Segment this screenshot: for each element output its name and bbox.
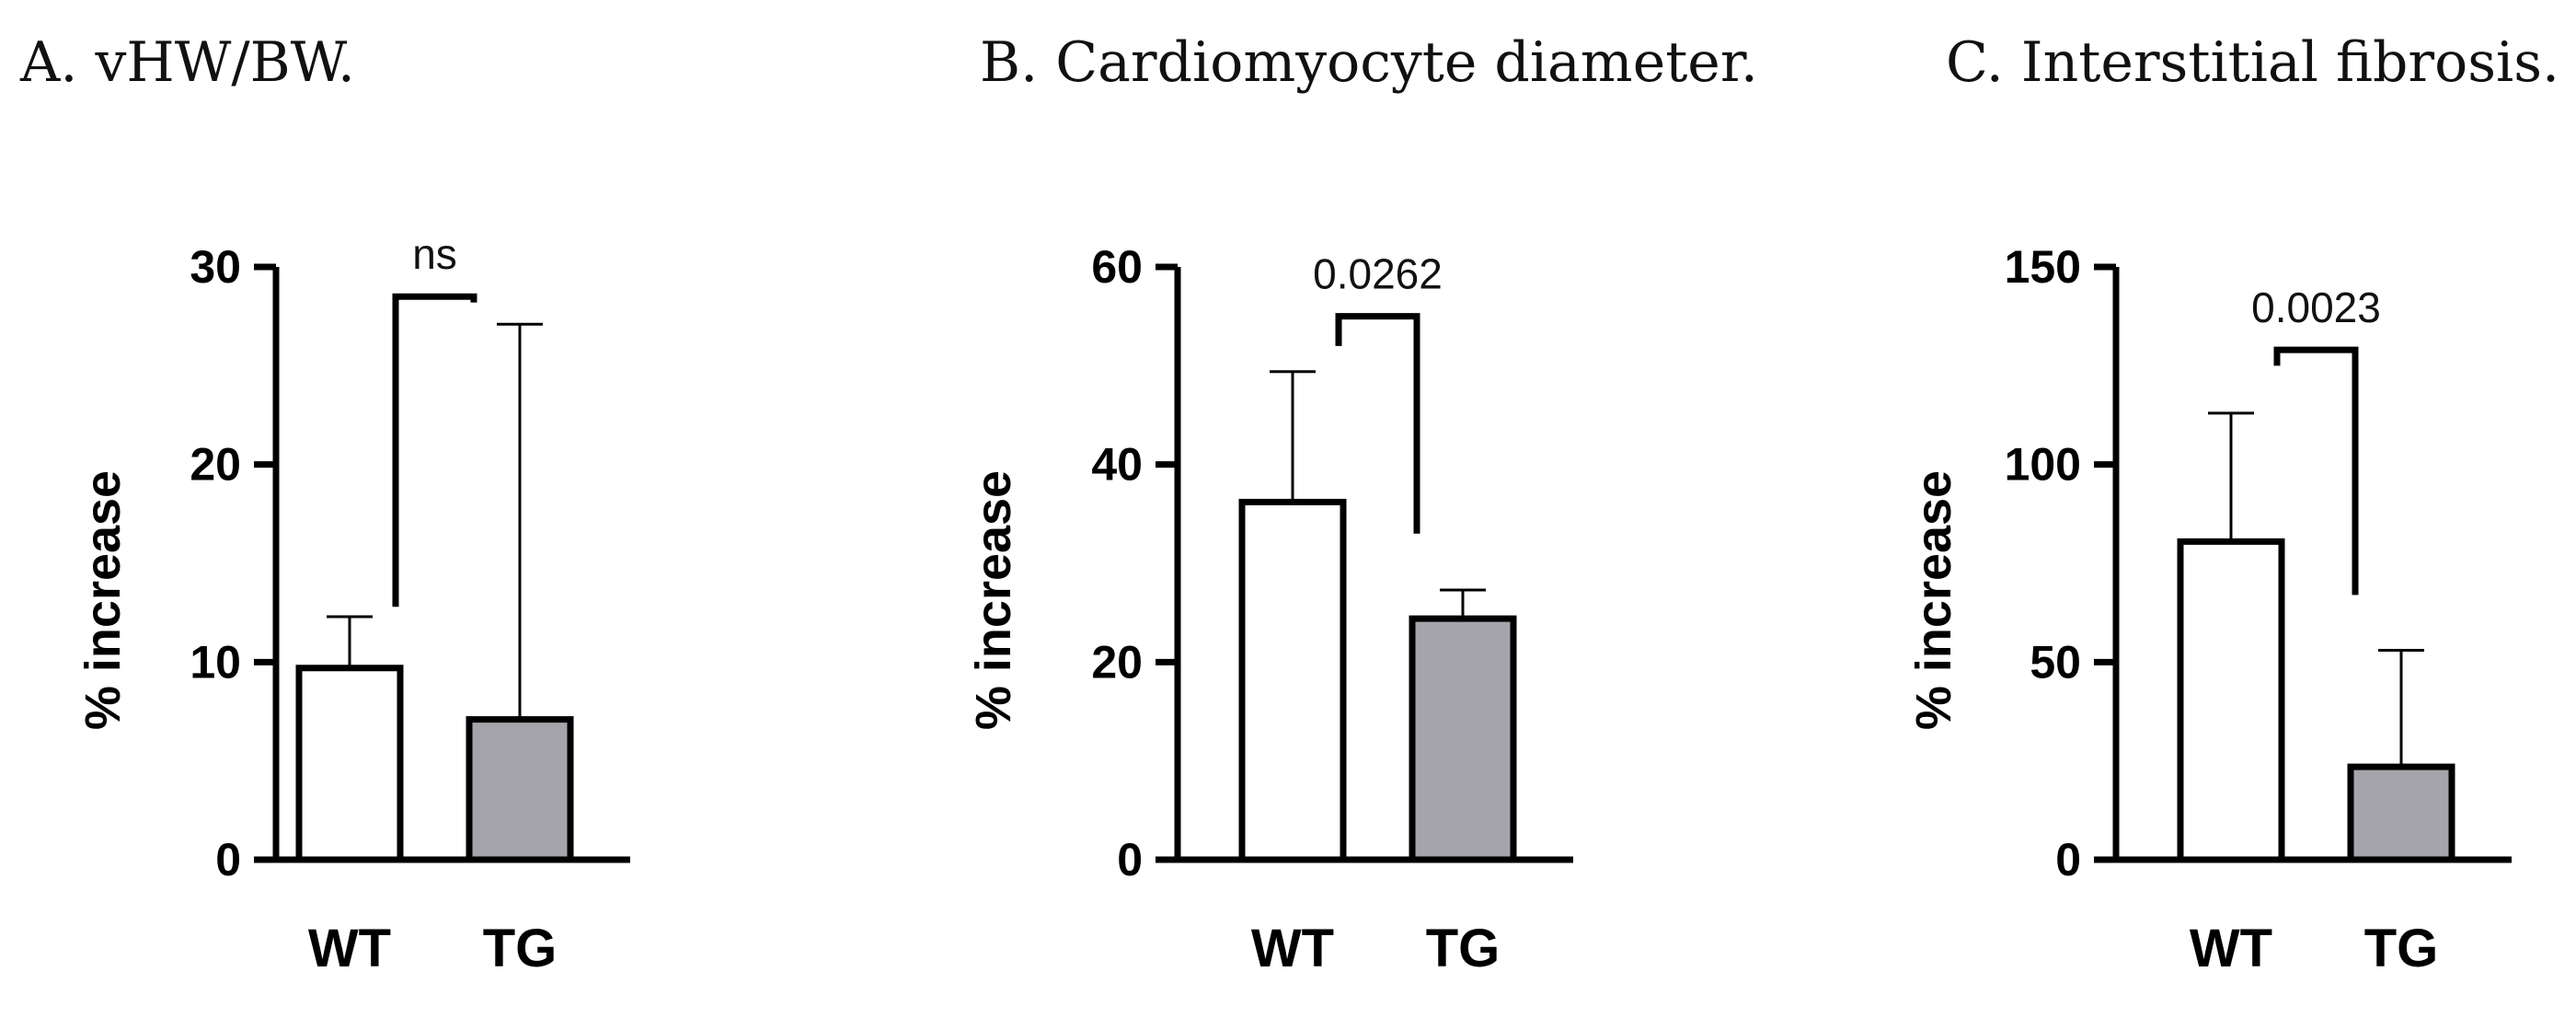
y-tick-label: 0 [215,834,241,885]
y-tick-label: 20 [190,439,241,491]
y-tick-label: 100 [2005,439,2081,491]
bar-wt [2177,538,2285,863]
x-tick-label-wt: WT [2190,919,2272,978]
y-tick-label: 150 [2005,241,2081,293]
y-tick-label: 50 [2030,636,2081,688]
chart-title: C. Interstitial fibrosis. [1946,30,2559,95]
chart-title: B. Cardiomyocyte diameter. [980,30,1758,95]
significance-label: 0.0023 [2251,283,2381,331]
bar-wt [295,665,404,863]
significance-bracket [2273,346,2359,596]
y-axis-label: % increase [966,470,1021,730]
y-tick-label: 0 [2055,834,2081,885]
bar-wt [1238,498,1347,863]
bar-tg [466,716,574,863]
significance-bracket [392,293,477,607]
y-tick-label: 30 [190,241,241,293]
y-axis-label: % increase [1906,470,1961,730]
bar-tg [1409,615,1517,863]
x-tick-label-wt: WT [1251,919,1334,978]
chart-panel-0: A. vHW/BW. 0 10 20 30 WT TG % increase ns [19,30,630,978]
chart-title: A. vHW/BW. [19,30,355,95]
y-tick-label: 60 [1091,241,1143,293]
y-axis-label: % increase [75,470,131,730]
significance-bracket [1335,313,1420,534]
y-tick-label: 0 [1117,834,1143,885]
x-tick-label-wt: WT [308,919,391,978]
bar-tg [2347,763,2455,863]
y-tick-label: 40 [1091,439,1143,491]
y-tick-label: 10 [190,636,241,688]
chart-panel-2: C. Interstitial fibrosis. 0 50 100 150 WT TG % … [1906,30,2559,978]
chart-panel-1: B. Cardiomyocyte diameter. 0 20 40 60 WT TG % i… [966,30,1758,978]
x-tick-label-tg: TG [2364,919,2439,978]
x-tick-label-tg: TG [483,919,558,978]
x-tick-label-tg: TG [1426,919,1501,978]
significance-label: 0.0262 [1313,250,1443,298]
y-tick-label: 20 [1091,636,1143,688]
charts: A. vHW/BW. 0 10 20 30 WT TG % increase ns B. Card… [19,30,2559,978]
significance-label: ns [412,230,457,278]
